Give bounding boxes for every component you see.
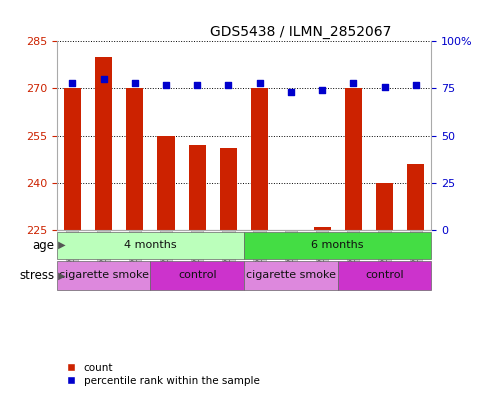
Legend: count, percentile rank within the sample: count, percentile rank within the sample — [67, 363, 259, 386]
Text: 4 months: 4 months — [124, 240, 176, 250]
Bar — [220, 148, 237, 230]
Bar — [407, 164, 424, 230]
Bar — [157, 136, 175, 230]
Bar — [64, 88, 81, 230]
Point — [193, 81, 201, 88]
Text: control: control — [178, 270, 216, 280]
Bar — [314, 227, 331, 230]
Text: ▶: ▶ — [55, 270, 66, 280]
Bar — [57, 232, 244, 259]
Bar — [189, 145, 206, 230]
Text: ▶: ▶ — [55, 240, 66, 250]
Bar — [244, 261, 338, 290]
Point — [350, 80, 357, 86]
Text: stress: stress — [19, 269, 54, 282]
Point — [287, 89, 295, 95]
Bar — [150, 261, 244, 290]
Bar — [244, 232, 431, 259]
Bar — [338, 261, 431, 290]
Point — [131, 80, 139, 86]
Bar — [126, 88, 143, 230]
Bar — [376, 183, 393, 230]
Bar — [345, 88, 362, 230]
Bar — [251, 88, 268, 230]
Point — [256, 80, 264, 86]
Text: cigarette smoke: cigarette smoke — [246, 270, 336, 280]
Text: GDS5438 / ILMN_2852067: GDS5438 / ILMN_2852067 — [210, 25, 391, 39]
Point — [224, 81, 232, 88]
Bar — [95, 57, 112, 230]
Point — [412, 81, 420, 88]
Bar — [57, 261, 150, 290]
Point — [100, 76, 107, 82]
Text: control: control — [365, 270, 404, 280]
Text: age: age — [32, 239, 54, 252]
Text: 6 months: 6 months — [312, 240, 364, 250]
Point — [381, 83, 388, 90]
Text: cigarette smoke: cigarette smoke — [59, 270, 148, 280]
Point — [162, 81, 170, 88]
Point — [318, 87, 326, 94]
Point — [69, 80, 76, 86]
